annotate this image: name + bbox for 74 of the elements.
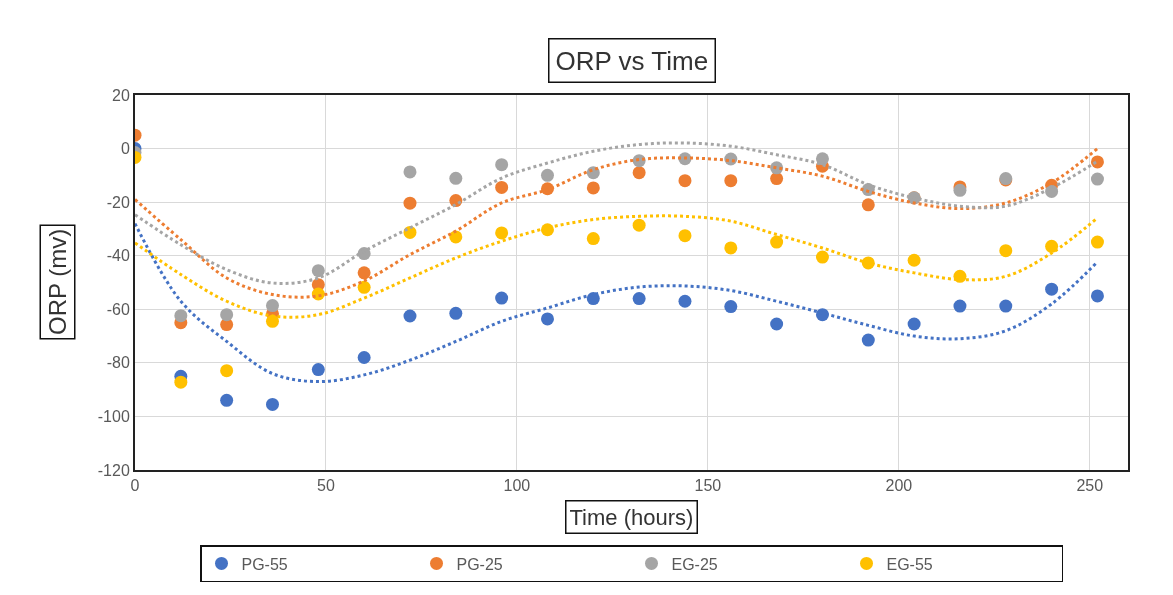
point (174, 375, 188, 389)
point (1045, 282, 1059, 296)
point (1090, 172, 1104, 186)
point (174, 309, 188, 323)
y-tick-label: -100 (97, 408, 130, 426)
point (357, 280, 371, 294)
x-tick-label: 150 (694, 477, 722, 495)
point (540, 168, 554, 182)
point (220, 393, 234, 407)
point (403, 309, 417, 323)
y-tick-label: -20 (106, 193, 130, 211)
point (815, 250, 829, 264)
point (403, 196, 417, 210)
legend-label: PG-25 (456, 555, 503, 573)
y-tick-label: 20 (112, 86, 130, 104)
y-tick-label: -60 (106, 300, 130, 318)
point (1090, 155, 1104, 169)
point (770, 317, 784, 331)
y-axis-title: ORP (mv) (44, 228, 71, 335)
point (678, 229, 692, 243)
x-tick-label: 50 (317, 477, 335, 495)
point (495, 291, 509, 305)
point (495, 158, 509, 172)
point (815, 152, 829, 166)
x-tick-label: 250 (1076, 477, 1104, 495)
point (678, 174, 692, 188)
point (770, 172, 784, 186)
point (678, 294, 692, 308)
point (999, 244, 1013, 258)
y-tick-label: -80 (106, 354, 130, 372)
point (1045, 239, 1059, 253)
legend-label: EG-25 (671, 555, 718, 573)
point (540, 312, 554, 326)
point (1090, 289, 1104, 303)
point (907, 317, 921, 331)
y-tick-label: -120 (97, 461, 130, 479)
point (449, 306, 463, 320)
point (266, 397, 279, 411)
chart-title: ORP vs Time (555, 45, 709, 76)
x-tick-label: 100 (503, 477, 531, 495)
x-axis-title: Time (hours) (569, 504, 694, 530)
point (724, 241, 738, 255)
point (1090, 235, 1104, 249)
point (266, 314, 279, 328)
line-series (135, 222, 1099, 384)
point (311, 264, 325, 278)
point (357, 266, 371, 280)
legend-label: EG-55 (886, 555, 933, 573)
y-tick-label: 0 (120, 140, 130, 158)
point (586, 181, 600, 195)
x-tick-label: 200 (885, 477, 913, 495)
point (953, 299, 967, 313)
y-tick-label: -40 (106, 247, 130, 265)
point (999, 299, 1013, 313)
point (495, 226, 509, 240)
point (449, 171, 463, 185)
point (861, 333, 875, 347)
point (220, 364, 234, 378)
point (311, 363, 325, 377)
legend-label: PG-55 (241, 555, 288, 573)
point (357, 351, 371, 364)
point (495, 180, 509, 194)
point (266, 299, 279, 313)
point (724, 174, 738, 188)
point (770, 235, 784, 249)
point (861, 198, 875, 212)
point (907, 253, 921, 267)
point (632, 218, 646, 232)
point (632, 166, 646, 180)
point (220, 308, 234, 322)
point (586, 232, 600, 246)
point (724, 300, 738, 314)
point (403, 165, 417, 179)
point (632, 292, 646, 306)
